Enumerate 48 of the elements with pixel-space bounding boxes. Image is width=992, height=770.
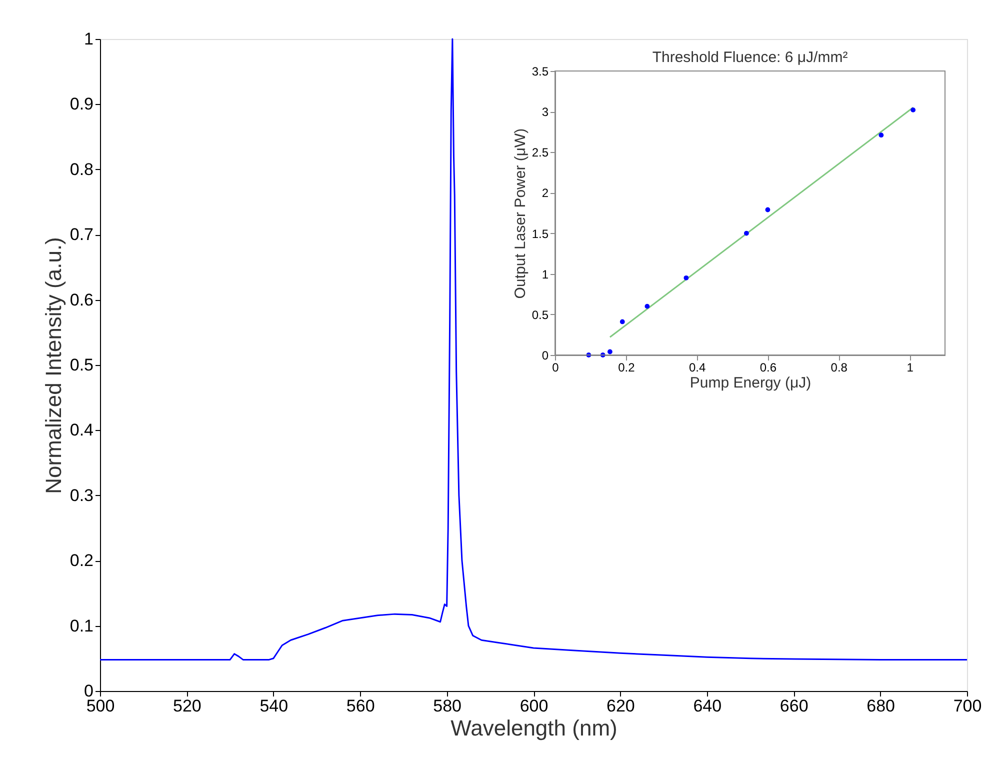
y-tick-label: 0.7 xyxy=(70,225,94,244)
x-tick-label: 640 xyxy=(693,696,722,716)
y-tick-label: 0.5 xyxy=(70,356,94,374)
x-tick-label: 0.8 xyxy=(830,360,848,374)
y-axis-title: Output Laser Power (μW) xyxy=(512,128,529,299)
y-tick-label: 2.5 xyxy=(532,146,549,160)
point xyxy=(910,108,916,112)
y-tick-label: 0.8 xyxy=(70,160,94,179)
x-tick-label: 0.2 xyxy=(618,360,636,374)
x-tick-label: 560 xyxy=(346,696,375,716)
x-tick-label: 660 xyxy=(780,696,808,716)
y-tick-label: 0.3 xyxy=(70,486,94,505)
x-tick-label: 540 xyxy=(260,696,288,716)
y-tick-label: 0.9 xyxy=(70,94,94,114)
chart-title: Threshold Fluence: 6 μJ/mm² xyxy=(652,49,848,66)
x-axis-title: Wavelength (nm) xyxy=(450,716,618,740)
y-tick-label: 3 xyxy=(542,105,549,120)
y-tick-label: 3.5 xyxy=(532,64,549,78)
y-axis-title: Normalized Intensity (a.u.) xyxy=(40,237,66,494)
y-tick-label: 0.1 xyxy=(70,616,94,636)
line-series xyxy=(99,38,968,660)
point xyxy=(684,275,689,280)
y-tick-label: 0.2 xyxy=(70,551,94,570)
y-tick-label: 0.6 xyxy=(70,290,94,310)
point xyxy=(644,304,650,309)
x-tick-label: 700 xyxy=(953,696,982,716)
y-tick-label: 0.5 xyxy=(532,308,549,322)
point xyxy=(765,207,770,212)
point xyxy=(608,349,612,354)
point xyxy=(744,230,749,236)
y-tick-label: 0.4 xyxy=(70,420,94,440)
point xyxy=(620,319,625,324)
x-tick-label: 0 xyxy=(552,360,560,374)
y-tick-label: 1 xyxy=(84,30,94,48)
x-tick-label: 620 xyxy=(606,696,635,716)
x-axis-title: Pump Energy (μJ) xyxy=(690,374,812,392)
x-tick-label: 600 xyxy=(520,696,548,716)
x-tick-label: 1 xyxy=(906,360,914,374)
y-tick-label: 1 xyxy=(542,267,549,282)
x-tick-label: 520 xyxy=(173,696,202,716)
x-tick-label: 680 xyxy=(866,696,895,716)
x-tick-label: 580 xyxy=(433,696,462,716)
y-tick-label: 2 xyxy=(542,186,549,200)
y-tick-label: 0 xyxy=(542,348,549,362)
x-tick-label: 0.6 xyxy=(760,360,777,374)
point xyxy=(878,132,884,138)
x-tick-label: 0.4 xyxy=(688,360,706,374)
y-tick-label: 1.5 xyxy=(532,226,549,241)
